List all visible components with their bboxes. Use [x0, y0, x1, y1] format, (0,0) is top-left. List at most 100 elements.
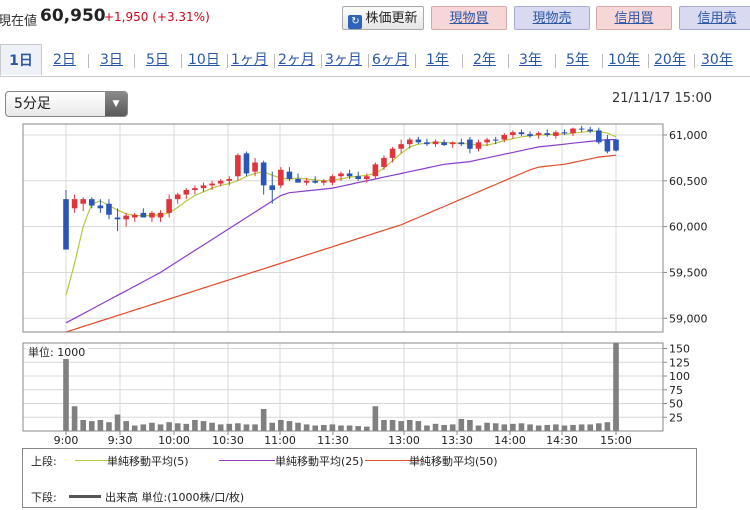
volume-bar — [544, 424, 551, 431]
tab-divider — [181, 54, 182, 68]
ma25-line — [65, 139, 616, 324]
current-price-label: 現在値 — [0, 14, 38, 29]
x-ticks: 9:00 9:30 10:00 10:30 11:00 11:30 13:00 13:30 14… — [54, 431, 632, 447]
tab-2y[interactable]: 2年 — [473, 52, 496, 68]
volume-bar — [467, 420, 473, 431]
volume-bar — [80, 420, 86, 431]
candle-body — [527, 134, 533, 136]
volume-bar — [295, 422, 301, 431]
candle-body — [363, 176, 370, 179]
volume-bar — [88, 421, 95, 431]
legend-ma50-label: 単純移動平均(50) — [409, 455, 498, 468]
candle-body — [63, 199, 69, 250]
tab-divider — [415, 54, 416, 68]
tab-1y[interactable]: 1年 — [426, 52, 449, 68]
tab-6m[interactable]: 6ヶ月 — [372, 52, 409, 68]
volume-tick-label: 125 — [669, 356, 690, 369]
candle-body — [458, 142, 465, 145]
chart-legend: 上段: 単純移動平均(5) 単純移動平均(25) 単純移動平均(50) 下段: … — [22, 448, 697, 508]
tab-divider — [134, 54, 135, 68]
tab-3m[interactable]: 3ヶ月 — [325, 52, 362, 68]
volume-bar — [174, 423, 181, 431]
volume-bar — [492, 423, 499, 431]
candle-body — [501, 134, 508, 140]
volume-bar — [449, 424, 456, 431]
candle-body — [140, 212, 147, 218]
tab-2m[interactable]: 2ヶ月 — [278, 52, 315, 68]
candle-body — [587, 129, 594, 132]
tab-divider — [694, 54, 695, 68]
spot-sell-label: 現物売 — [532, 11, 572, 26]
legend-upper-label: 上段: — [31, 455, 57, 468]
candle-body — [604, 139, 611, 152]
tab-3d[interactable]: 3日 — [100, 52, 123, 68]
candle-body — [424, 142, 430, 145]
spot-sell-button[interactable]: 現物売 — [514, 6, 590, 30]
triangle-down-icon: ▼ — [105, 92, 127, 116]
volume-bar — [415, 421, 422, 431]
interval-select[interactable]: 5分足 ▼ — [5, 91, 128, 117]
volume-tick-label: 100 — [669, 370, 690, 383]
tab-2d[interactable]: 2日 — [53, 52, 76, 68]
time-tick-label: 9:30 — [108, 434, 133, 447]
interval-select-value: 5分足 — [14, 96, 51, 112]
candle-body — [475, 142, 482, 149]
volume-tick-label: 25 — [669, 411, 683, 424]
candle-body — [157, 212, 164, 218]
volume-bar — [527, 424, 533, 431]
volume-bar — [166, 422, 172, 431]
margin-sell-button[interactable]: 信用売 — [679, 6, 750, 30]
tab-divider — [462, 54, 463, 68]
volume-bar — [192, 420, 198, 431]
tab-divider — [508, 54, 509, 68]
legend-ma25-label: 単純移動平均(25) — [275, 455, 364, 468]
candle-body — [123, 215, 129, 220]
candle-body — [200, 185, 207, 189]
candle-body — [312, 180, 319, 183]
margin-buy-label: 信用買 — [614, 11, 654, 26]
tab-1d[interactable]: 1日 — [0, 44, 42, 76]
candle-body — [106, 203, 112, 215]
ma50-line — [65, 154, 617, 333]
candle-body — [131, 214, 138, 218]
volume-bar — [381, 420, 387, 431]
spot-buy-button[interactable]: 現物買 — [431, 6, 507, 30]
volume-bar — [106, 422, 112, 431]
margin-buy-button[interactable]: 信用買 — [596, 6, 672, 30]
volume-bar — [398, 421, 404, 431]
volume-bar — [71, 406, 78, 431]
tab-5y[interactable]: 5年 — [566, 52, 589, 68]
volume-bar — [553, 424, 559, 431]
volume-bar — [613, 343, 619, 431]
volume-unit-bg — [26, 346, 88, 359]
tab-10y[interactable]: 10年 — [608, 52, 640, 68]
tab-divider — [321, 54, 322, 68]
candle-body — [88, 199, 95, 206]
tab-3y[interactable]: 3年 — [519, 52, 542, 68]
candle-body — [596, 130, 602, 143]
candle-body — [235, 155, 241, 177]
period-tabs: 1日 2日 3日 5日 10日 1ヶ月 2ヶ月 3ヶ月 6ヶ月 1年 2年 3年… — [0, 44, 750, 77]
margin-sell-label: 信用売 — [697, 11, 737, 26]
candle-body — [381, 157, 387, 168]
volume-bar — [131, 425, 138, 431]
candle-body — [561, 132, 568, 134]
ma5-line — [65, 130, 617, 296]
volume-bar — [501, 424, 508, 431]
time-tick-label: 10:30 — [212, 434, 244, 447]
tab-1m[interactable]: 1ヶ月 — [231, 52, 268, 68]
candle-body — [114, 217, 121, 220]
candle-body — [355, 176, 361, 179]
spot-buy-label: 現物買 — [449, 11, 489, 26]
tab-30y[interactable]: 30年 — [701, 52, 733, 68]
candle-body — [398, 144, 404, 149]
tab-20y[interactable]: 20年 — [654, 52, 686, 68]
candle-body — [570, 128, 576, 134]
tab-5d[interactable]: 5日 — [146, 52, 169, 68]
tab-10d[interactable]: 10日 — [188, 52, 220, 68]
refresh-price-button[interactable]: ↻ 株価更新 — [342, 6, 424, 30]
volume-grid — [23, 343, 663, 431]
time-tick-label: 14:00 — [494, 434, 526, 447]
volume-bar — [226, 423, 233, 431]
volume-bar — [535, 425, 542, 431]
